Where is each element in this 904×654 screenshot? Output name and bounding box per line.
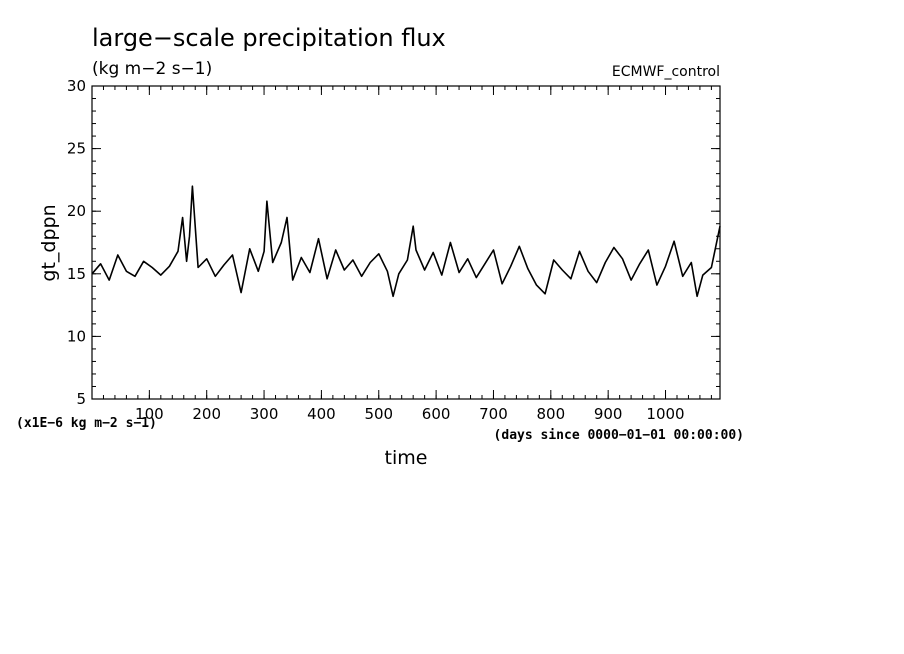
x-tick-label: 500 <box>364 405 393 423</box>
x-tick-label: 600 <box>422 405 451 423</box>
x-units-label: (days since 0000−01−01 00:00:00) <box>494 428 744 443</box>
x-tick-label: 300 <box>250 405 279 423</box>
y-axis-label: gt_dppn <box>38 204 60 281</box>
x-tick-label: 700 <box>479 405 508 423</box>
x-tick-label: 900 <box>594 405 623 423</box>
chart-subtitle: (kg m−2 s−1) <box>92 59 212 79</box>
y-tick-label: 30 <box>67 77 86 95</box>
y-tick-label: 10 <box>67 327 86 345</box>
run-label: ECMWF_control <box>612 64 720 80</box>
axis-ticks <box>92 85 720 400</box>
x-tick-label: 100 <box>135 405 164 423</box>
y-tick-label: 25 <box>67 140 86 158</box>
tick-labels: 100 200 300 400 500 600 700 800 900 1000 5 10 15 20 25… <box>67 77 685 423</box>
y-tick-label: 20 <box>67 202 86 220</box>
x-axis-label: time <box>385 447 428 469</box>
y-tick-label: 5 <box>76 390 86 408</box>
y-tick-label: 15 <box>67 265 86 283</box>
x-tick-label: 200 <box>192 405 221 423</box>
x-tick-label: 1000 <box>646 405 684 423</box>
plot-frame <box>91 85 721 400</box>
x-tick-label: 800 <box>536 405 565 423</box>
series-line <box>91 185 721 298</box>
x-tick-label: 400 <box>307 405 336 423</box>
y-scale-note: (x1E−6 kg m−2 s−1) <box>16 416 157 431</box>
chart-title: large−scale precipitation flux <box>92 24 446 52</box>
